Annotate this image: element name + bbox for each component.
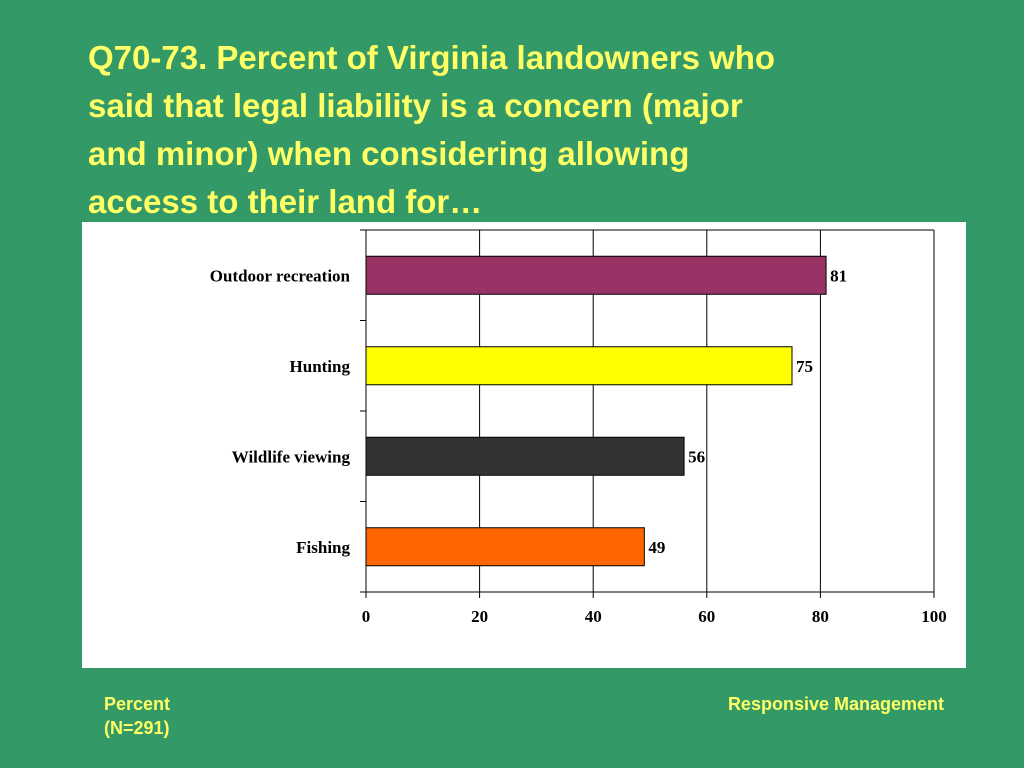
bar (365, 436, 685, 476)
x-tick-label: 60 (698, 607, 715, 626)
category-label: Hunting (290, 357, 351, 376)
chart-panel: 81 Outdoor recreation 75 Hunting 56 Wildlife … (82, 222, 966, 668)
x-tick-label: 20 (471, 607, 488, 626)
category-label: Fishing (296, 538, 350, 557)
category-label: Wildlife viewing (232, 447, 351, 466)
bar-value-label: 75 (796, 357, 813, 376)
bar (365, 346, 793, 386)
axes (360, 229, 935, 598)
bar-value-label: 56 (688, 447, 705, 466)
x-tick-label: 40 (585, 607, 602, 626)
bar-value-label: 49 (648, 538, 665, 557)
axis-caption: Percent (N=291) (104, 692, 170, 740)
bars (365, 255, 827, 567)
sample-size: (N=291) (104, 718, 170, 738)
x-tick-label: 0 (362, 607, 371, 626)
source-credit: Responsive Management (727, 694, 944, 714)
bar-value-label: 81 (830, 266, 847, 285)
x-tick-label: 100 (921, 607, 947, 626)
labels: 81 Outdoor recreation 75 Hunting 56 Wildlife … (210, 266, 947, 626)
slide-title: Q70-73. Percent of Virginia landowners w… (88, 39, 776, 220)
bar (365, 527, 645, 567)
bar-chart: 81 Outdoor recreation 75 Hunting 56 Wildlife … (210, 229, 947, 626)
bar (365, 255, 827, 295)
x-tick-label: 80 (812, 607, 829, 626)
category-label: Outdoor recreation (210, 266, 351, 285)
axis-caption-percent: Percent (104, 694, 171, 714)
